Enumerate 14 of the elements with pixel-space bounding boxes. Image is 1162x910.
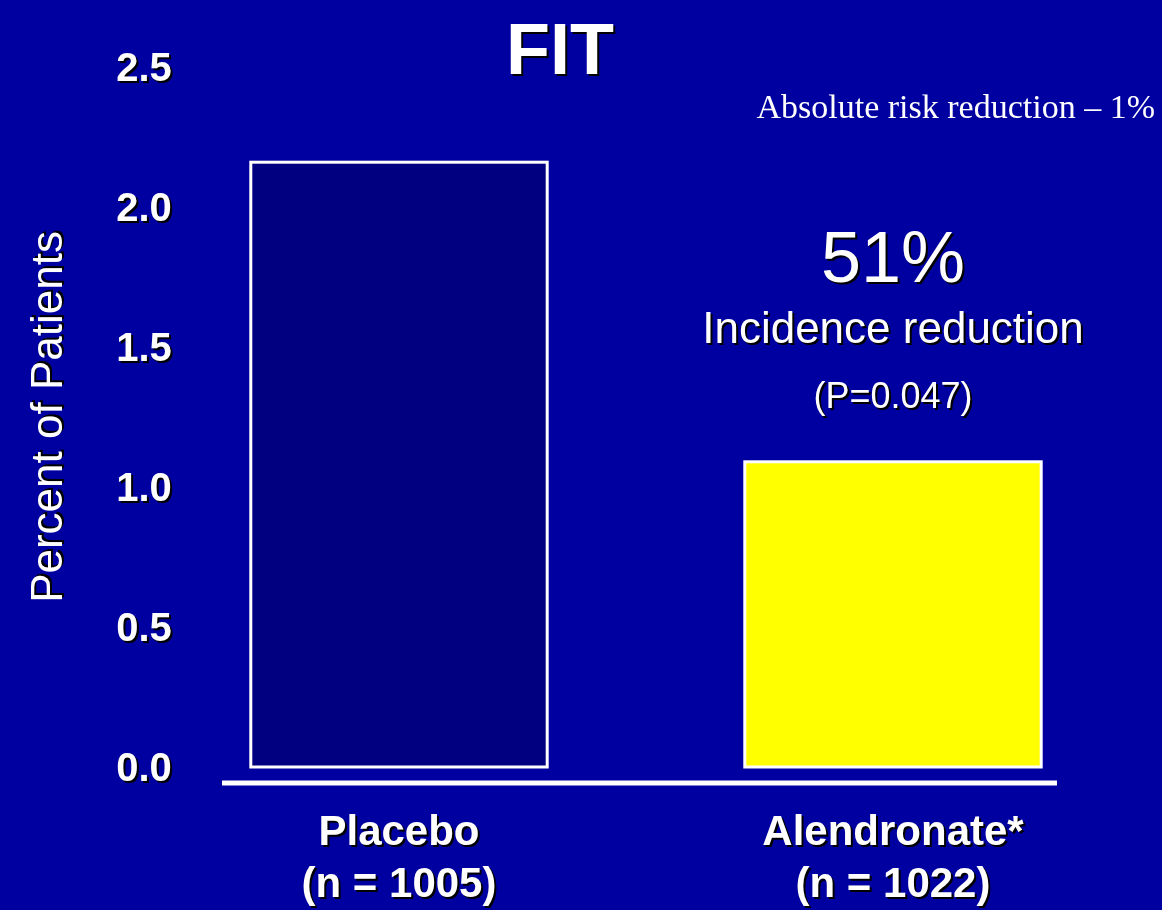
y-axis-title: Percent of Patients — [22, 231, 71, 603]
y-tick-label: 0.5 — [116, 605, 172, 649]
y-tick-label: 1.0 — [116, 465, 172, 509]
x-tick-label: Alendronate* (n = 1022) — [762, 807, 1025, 906]
annotation: (P=0.047) — [813, 375, 973, 416]
y-tick-label: 1.5 — [116, 325, 172, 369]
annotation: 51% — [820, 217, 966, 297]
y-tick-label: 0.0 — [116, 745, 172, 789]
annotation: Incidence reduction — [702, 303, 1084, 352]
x-tick-label: Placebo (n = 1005) — [301, 807, 497, 906]
chart-title: FIT — [506, 9, 614, 89]
y-tick-label: 2.0 — [116, 185, 172, 229]
annotation: Absolute risk reduction – 1% — [756, 88, 1155, 125]
y-tick-label: 2.5 — [116, 45, 172, 89]
